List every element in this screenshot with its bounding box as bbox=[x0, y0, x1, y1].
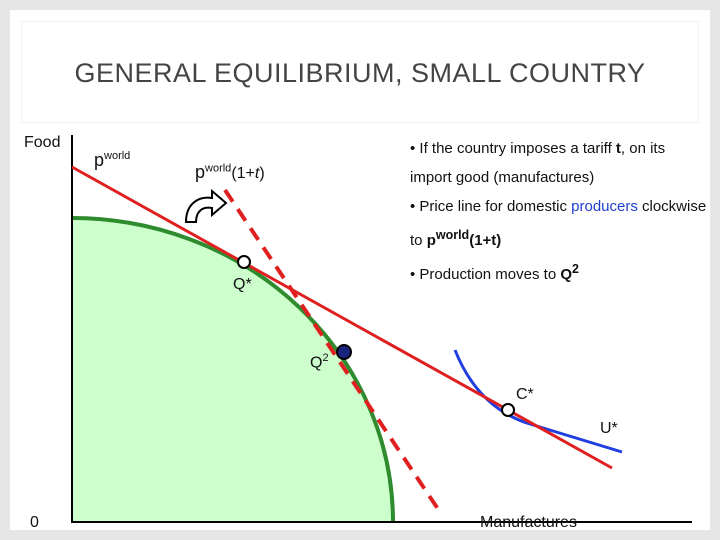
text: , on its import good (manufactures) bbox=[410, 140, 666, 186]
sup: world bbox=[205, 162, 232, 175]
x-axis-label: Manufactures bbox=[480, 514, 577, 531]
bold: Q bbox=[560, 266, 572, 283]
point-q-star bbox=[237, 255, 251, 269]
q: Q bbox=[310, 354, 323, 372]
ppf-curve bbox=[71, 216, 395, 523]
text: • Price line for domestic bbox=[410, 198, 572, 215]
world-price-line bbox=[71, 165, 613, 470]
point-c-star bbox=[501, 403, 515, 417]
indifference-curve bbox=[453, 349, 623, 454]
tariff-price-label: pworld(1+t) bbox=[195, 162, 265, 183]
sup: world bbox=[104, 150, 131, 162]
origin-label: 0 bbox=[30, 514, 39, 531]
highlight: producers bbox=[571, 198, 638, 215]
ppf-area bbox=[72, 218, 393, 522]
slide-title: GENERAL EQUILIBRIUM, SMALL COUNTRY bbox=[74, 58, 646, 88]
open: (1+ bbox=[231, 165, 255, 182]
sup: 2 bbox=[572, 262, 579, 276]
sup: 2 bbox=[322, 352, 329, 364]
point-q2 bbox=[336, 344, 352, 360]
bullet: • Price line for domestic producers cloc… bbox=[410, 192, 710, 255]
q-star-label: Q* bbox=[233, 276, 252, 293]
p: p bbox=[94, 150, 105, 170]
p: p bbox=[195, 162, 206, 182]
bullet: • If the country imposes a tariff t, on … bbox=[410, 134, 710, 192]
text: • Production moves to bbox=[410, 266, 561, 283]
y-axis-label: Food bbox=[24, 134, 61, 151]
text: • If the country imposes a tariff bbox=[410, 140, 616, 157]
world-price-label: pworld bbox=[94, 150, 130, 171]
t: t bbox=[254, 165, 260, 182]
bullet: • Production moves to Q2 bbox=[410, 255, 710, 289]
q2-label: Q2 bbox=[310, 352, 329, 372]
title-box bbox=[22, 22, 698, 122]
bold: p bbox=[426, 232, 436, 249]
rotation-arrow bbox=[184, 188, 228, 223]
c-star-label: C* bbox=[516, 386, 534, 403]
tariff-price-line bbox=[223, 188, 442, 514]
text: clockwise to bbox=[410, 198, 707, 249]
u-star-label: U* bbox=[600, 420, 618, 437]
bold: (1+t) bbox=[469, 232, 502, 249]
bullets: • If the country imposes a tariff t, on … bbox=[410, 134, 710, 289]
close: ) bbox=[259, 165, 265, 182]
bold: t bbox=[615, 140, 621, 157]
sup: world bbox=[435, 228, 470, 242]
